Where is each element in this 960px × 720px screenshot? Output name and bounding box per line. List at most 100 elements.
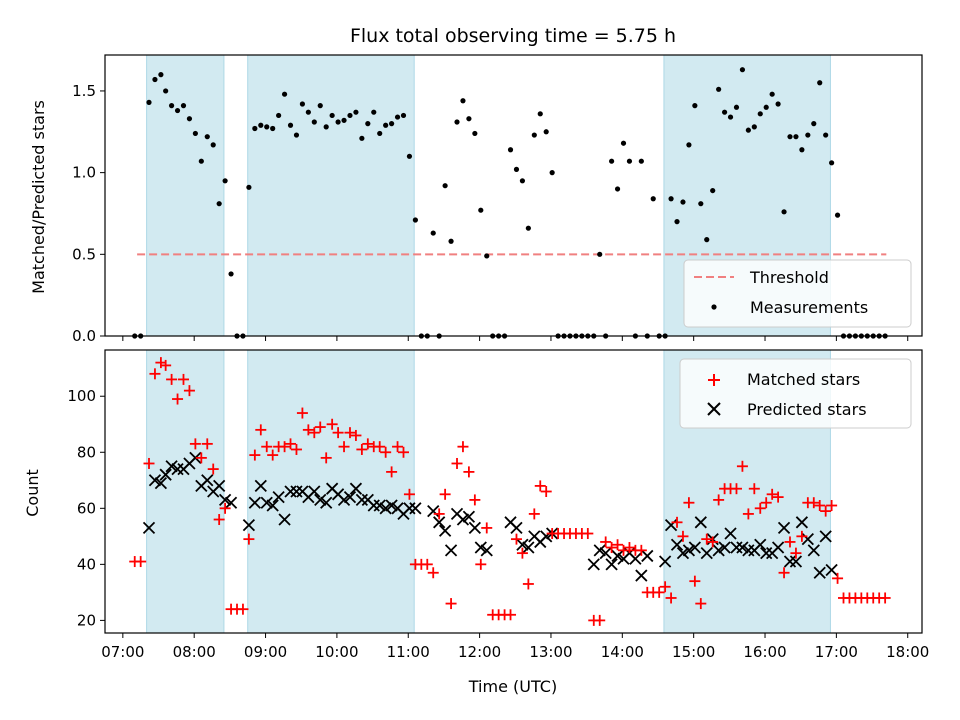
- predicted-point: [343, 490, 357, 504]
- matched-point: [172, 393, 184, 405]
- x-tick-label: 09:00: [244, 643, 287, 661]
- measurement-point: [531, 132, 537, 138]
- matched-point: [243, 533, 255, 545]
- measurement-point: [507, 147, 514, 153]
- predicted-point: [148, 474, 162, 487]
- matched-point: [701, 533, 713, 545]
- matched-point: [594, 614, 606, 626]
- measurement-point: [626, 158, 633, 164]
- measurement-point: [466, 116, 472, 122]
- matched-point: [469, 494, 481, 506]
- matched-point: [290, 443, 302, 455]
- matched-point: [344, 427, 356, 439]
- matched-point: [665, 592, 677, 604]
- predicted-point: [771, 541, 785, 554]
- predicted-point: [385, 499, 398, 512]
- matched-point: [879, 592, 891, 604]
- matched-point: [237, 603, 249, 615]
- predicted-point: [159, 468, 172, 481]
- measurement-point: [383, 122, 389, 128]
- matched-point: [213, 514, 225, 526]
- measurement-point: [371, 109, 377, 115]
- measurement-point: [614, 186, 621, 192]
- predicted-point: [284, 485, 297, 498]
- predicted-point: [171, 462, 184, 476]
- count-x-ticks: 07:00 08:00 09:00 10:00 11:00 12:00 13:00 14:00…: [101, 633, 929, 661]
- chart-title: Flux total observing time = 5.75 h: [350, 25, 676, 47]
- predicted-point: [694, 516, 707, 529]
- matched-point: [677, 530, 689, 542]
- matched-point: [183, 385, 195, 397]
- count-panel-frame: [104, 349, 923, 634]
- matched-point: [606, 542, 618, 554]
- matched-point: [219, 502, 231, 514]
- matched-point: [766, 488, 778, 500]
- predicted-point: [795, 516, 809, 529]
- matched-point: [653, 586, 665, 598]
- predicted-point: [676, 547, 690, 560]
- x-tick-label: 17:00: [815, 643, 858, 661]
- predicted-point: [635, 569, 648, 582]
- x-tick-label: 12:00: [458, 643, 501, 661]
- matched-point: [516, 547, 528, 559]
- measurement-point: [472, 130, 478, 137]
- measurement-point: [793, 134, 799, 140]
- predicted-point: [367, 499, 380, 512]
- measurement-point: [329, 112, 335, 119]
- measurement-point: [698, 201, 704, 207]
- y-tick-label: 0.5: [72, 245, 96, 263]
- legend-measurements-label: Measurements: [750, 298, 868, 317]
- predicted-point: [266, 499, 279, 512]
- x-tick-label: 15:00: [672, 643, 715, 661]
- matched-point: [149, 368, 161, 380]
- predicted-point: [700, 547, 713, 560]
- measurement-point: [341, 117, 347, 123]
- predicted-point: [510, 521, 523, 535]
- ratio-y-axis-label: Matched/Predicted stars: [29, 100, 48, 294]
- predicted-point: [349, 482, 363, 495]
- measurement-point: [805, 132, 811, 138]
- matched-point: [135, 556, 147, 568]
- measurement-point: [609, 158, 615, 164]
- measurement-point: [763, 104, 769, 110]
- ratio-legend-box: [683, 259, 912, 328]
- matched-point: [427, 567, 439, 579]
- predicted-point: [599, 547, 612, 560]
- count-legend-box: [679, 358, 912, 429]
- predicted-point: [224, 496, 238, 509]
- predicted-point: [337, 493, 351, 507]
- ratio-legend: Threshold Measurements: [683, 259, 912, 328]
- measurement-point: [146, 99, 152, 105]
- measurement-point: [270, 125, 276, 132]
- measurement-point: [174, 107, 181, 114]
- measurement-point: [293, 132, 300, 138]
- measurement-point: [152, 76, 158, 83]
- measurement-point: [745, 127, 751, 133]
- matched-point: [600, 536, 612, 548]
- matched-point: [540, 486, 552, 497]
- measurement-point: [650, 196, 656, 202]
- measurement-point: [721, 109, 728, 115]
- measurement-point: [180, 103, 187, 109]
- ratio-y-ticks: 0.0 0.5 1.0 1.5: [72, 82, 105, 345]
- ratio-x-ticks: [122, 336, 909, 341]
- y-tick-label: 20: [77, 611, 96, 629]
- measurement-point: [287, 122, 294, 128]
- predicted-point: [314, 493, 327, 507]
- predicted-point: [373, 499, 386, 512]
- measurement-point: [210, 142, 216, 148]
- matched-point: [790, 547, 802, 559]
- matched-point: [403, 488, 415, 500]
- matched-point: [285, 438, 297, 450]
- measurement-point: [186, 116, 193, 122]
- predicted-point: [438, 524, 452, 537]
- matched-point: [522, 578, 534, 590]
- predicted-point: [320, 496, 333, 509]
- x-tick-label: 16:00: [743, 643, 786, 661]
- matched-point: [707, 536, 719, 548]
- x-axis-label: Time (UTC): [468, 677, 557, 696]
- measurement-point: [246, 184, 252, 190]
- y-tick-label: 80: [77, 443, 96, 461]
- matched-points: [129, 357, 891, 626]
- predicted-point: [641, 549, 654, 563]
